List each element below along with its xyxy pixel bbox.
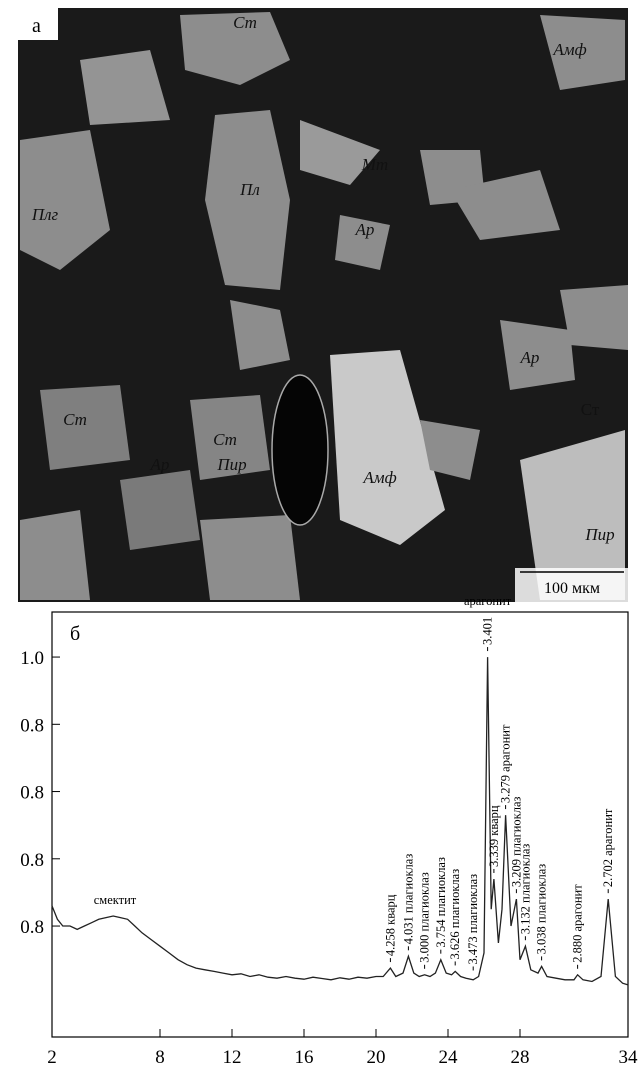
annotation: 4.258 кварц [383,894,397,956]
image-label: Амф [552,40,586,59]
image-label: Пл [239,180,260,199]
x-tick-label: 20 [367,1047,386,1068]
image-label: Пир [216,455,246,474]
grain [272,375,328,525]
y-tick-label: 0.8 [20,783,44,804]
annotation: 2.702 арагонит [601,808,615,887]
annotation: 3.339 кварц [487,805,501,867]
figure: а Ст Амф Мт Пл Плг Ар Ар Ст Ст Ст Ар Пир Амф Пир 100 … [0,0,638,1074]
scale-bar-label: 100 мкм [544,580,600,597]
annotation: арагонит [464,594,512,608]
x-tick-label: 12 [223,1047,242,1068]
x-tick-label: 2 [47,1047,57,1068]
annotation: 3.754 плагиоклаз [434,857,448,948]
image-label: Мт [361,155,388,174]
image-label: Ст [581,400,600,419]
annotation: 3.473 плагиоклаз [466,874,480,965]
annotation: 3.279 арагонит [499,724,513,803]
annotation: 3.626 плагиоклаз [448,869,462,960]
y-tick-label: 1.0 [20,648,44,669]
image-label: Ст [63,410,87,429]
image-label: Плг [31,205,59,224]
image-label: Ар [520,348,540,367]
y-tick-label: 0.8 [20,917,44,938]
image-label: Амф [362,468,396,487]
annotation: 4.031 плагиоклаз [401,854,415,945]
annotation: 3.038 плагиоклаз [535,864,549,955]
image-label: Ст [233,13,257,32]
annotation: 3.132 плагиоклаз [518,844,532,935]
x-tick-label: 24 [439,1047,459,1068]
x-tick-label: 8 [155,1047,165,1068]
annotation: 2.880 арагонит [571,884,585,963]
image-label: Ар [355,220,375,239]
panel-label: б [70,623,80,645]
image-label: Пир [584,525,614,544]
y-tick-label: 0.8 [20,715,44,736]
x-tick-label: 16 [295,1047,314,1068]
image-label: Ст [213,430,237,449]
image-label: Ар [150,455,170,474]
x-tick-label: 28 [511,1047,530,1068]
micrograph: а Ст Амф Мт Пл Плг Ар Ар Ст Ст Ст Ар Пир Амф Пир 100 … [18,8,628,602]
annotation: 3.401 [481,617,495,645]
plot-frame [52,612,628,1037]
annotation: смектит [94,893,137,907]
x-tick-label: 34 [619,1047,638,1068]
annotation: 3.000 плагиоклаз [418,872,432,963]
panel-label: а [32,15,41,37]
y-tick-label: 0.8 [20,850,44,871]
